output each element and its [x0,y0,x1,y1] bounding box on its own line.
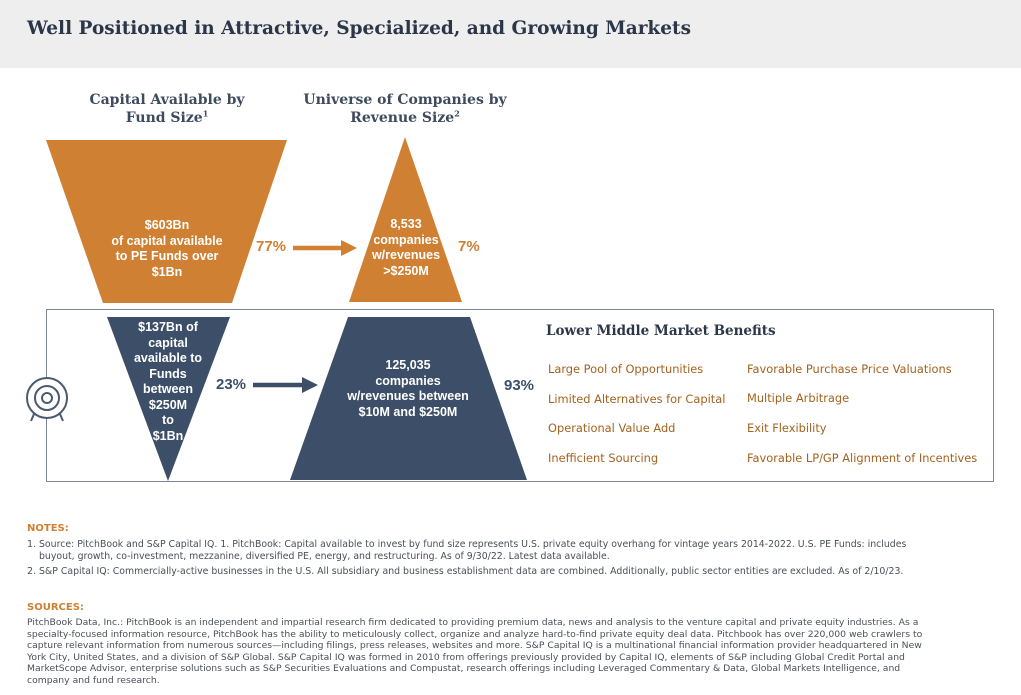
upper-right-triangle [349,137,462,302]
note-text: Source: PitchBook and S&P Capital IQ. 1.… [39,539,907,562]
note-number: 2. [27,566,37,577]
upper-left-trapezoid [46,140,287,303]
notes-heading: NOTES: [27,523,69,534]
benefit-item: Exit Flexibility [747,421,827,435]
universe-title-line1: Universe of Companies by [303,92,507,108]
benefits-title: Lower Middle Market Benefits [546,323,776,339]
upper-right-shape-text: 8,533 companies w/revenues >$250M [371,217,441,278]
note-number: 1. [27,539,37,550]
lower-right-trapezoid [290,317,527,480]
arrow-right-icon [253,377,318,393]
benefit-item: Inefficient Sourcing [548,451,659,465]
sources-heading: SOURCES: [27,602,84,613]
lower-left-triangle [107,317,230,481]
benefit-item: Limited Alternatives for Capital [548,392,726,406]
benefit-item: Multiple Arbitrage [747,391,850,405]
benefit-item: Large Pool of Opportunities [548,362,704,376]
page-title: Well Positioned in Attractive, Specializ… [27,18,691,39]
capital-title-line1: Capital Available by [89,92,245,108]
benefit-item: Operational Value Add [548,421,676,435]
benefit-item: Favorable Purchase Price Valuations [747,362,952,376]
benefit-item: Favorable LP/GP Alignment of Incentives [747,451,978,465]
sources-text: PitchBook Data, Inc.: PitchBook is an in… [27,617,923,686]
target-icon [26,377,68,422]
upper-left-percentage: 77% [256,238,287,255]
footnote-marker: 2 [454,108,460,119]
lower-left-percentage: 23% [216,376,247,393]
capital-column-title: Capital Available by Fund Size1 [72,91,262,127]
universe-title-line2: Revenue Size [350,110,455,126]
note-text: S&P Capital IQ: Commercially-active busi… [39,566,904,577]
universe-column-title: Universe of Companies by Revenue Size2 [295,91,515,127]
arrow-right-icon [293,240,357,256]
capital-title-line2: Fund Size [125,110,203,126]
footnote-marker: 1 [202,108,209,119]
upper-right-percentage: 7% [458,238,480,255]
lower-left-shape-text: $137Bn of capital available to Funds bet… [133,320,203,443]
lower-right-percentage: 93% [504,377,535,394]
lower-right-shape-text: 125,035 companies w/revenues between $10… [347,358,469,419]
upper-left-shape-text: $603Bn of capital available to PE Funds … [111,218,223,279]
header-bar: Well Positioned in Attractive, Specializ… [0,0,1021,68]
